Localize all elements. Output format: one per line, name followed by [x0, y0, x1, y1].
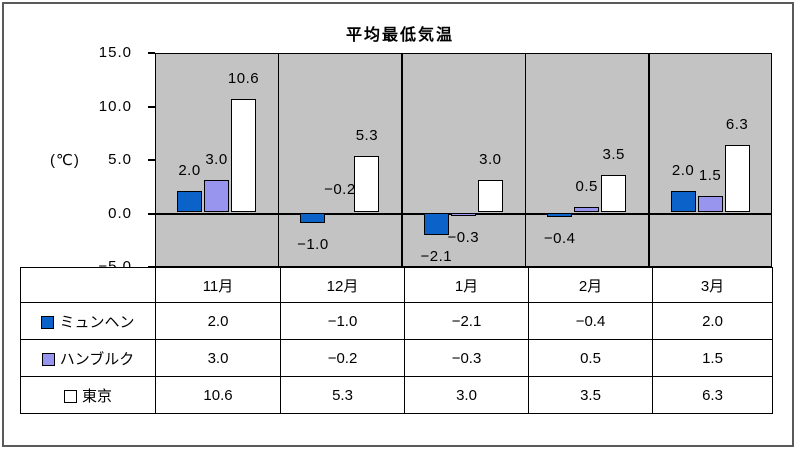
bar-value-label: 3.0	[479, 151, 502, 169]
value-cell-munich-3月: 2.0	[652, 302, 773, 340]
bar-munich-11月	[177, 191, 202, 213]
y-axis-tick-mark	[148, 265, 155, 268]
value-cell-munich-11月: 2.0	[155, 302, 281, 340]
value-cell-munich-1月: −2.1	[404, 302, 529, 340]
panel-separator	[524, 54, 527, 266]
month-header-cell: 1月	[404, 267, 529, 303]
y-axis-tick-mark	[148, 52, 155, 55]
y-axis-tick-mark	[148, 212, 155, 215]
bar-munich-12月	[300, 212, 326, 224]
value-cell-hamburg-11月: 3.0	[155, 339, 281, 377]
legend-cell-tokyo: 東京	[20, 376, 156, 414]
table-corner-blank	[20, 267, 156, 303]
bar-hamburg-3月	[697, 196, 723, 213]
panel-separator	[648, 54, 650, 266]
bar-value-label: 0.5	[575, 178, 598, 196]
legend-cell-hamburg: ハンブルク	[20, 339, 156, 377]
bar-value-label: −0.4	[543, 229, 576, 247]
bar-value-label: 3.5	[602, 146, 625, 164]
bar-hamburg-11月	[204, 180, 229, 213]
value-cell-tokyo-12月: 5.3	[280, 376, 405, 414]
legend-key-hamburg	[41, 352, 55, 366]
bar-tokyo-1月	[477, 180, 503, 213]
bar-hamburg-1月	[450, 212, 476, 216]
legend-key-tokyo	[63, 389, 77, 403]
month-header-cell: 2月	[528, 267, 653, 303]
bar-value-label: −2.1	[420, 247, 453, 265]
value-cell-tokyo-2月: 3.5	[528, 376, 653, 414]
bar-value-label: 10.6	[227, 70, 260, 88]
bar-value-label: −0.3	[447, 228, 480, 246]
bar-tokyo-11月	[231, 99, 256, 213]
legend-label-hamburg: ハンブルク	[59, 350, 135, 368]
chart-title: 平均最低気温	[345, 27, 454, 44]
plot-area: 2.0 −1.0 −2.1 −0.4 2.0 3.0 −0.2 −0.3 0.5 1.5 10.6 5…	[148, 52, 772, 268]
bar-value-label: 1.5	[698, 167, 722, 185]
data-table: 11月 12月 1月 2月 3月 ミュンヘン 2.0 −1.0 −2.1 −0.4 2.0 ハンブルク…	[20, 267, 773, 414]
bar-munich-3月	[670, 191, 696, 213]
y-axis-tick-mark	[148, 159, 155, 162]
value-cell-hamburg-2月: 0.5	[528, 339, 653, 377]
value-cell-tokyo-1月: 3.0	[404, 376, 529, 414]
bar-tokyo-2月	[601, 175, 627, 213]
y-axis-tick-label: 5.0	[108, 151, 132, 169]
bar-value-label: 2.0	[671, 162, 695, 180]
bar-value-label: 3.0	[205, 151, 228, 169]
month-header-cell: 12月	[280, 267, 405, 303]
y-axis-tick-mark	[148, 105, 155, 108]
bar-value-label: −1.0	[297, 236, 329, 254]
table-row-munich: ミュンヘン 2.0 −1.0 −2.1 −0.4 2.0	[20, 302, 773, 340]
y-axis-unit-label: (℃)	[50, 152, 80, 169]
legend-label-tokyo: 東京	[81, 387, 112, 405]
y-axis-tick-label: 0.0	[108, 204, 132, 222]
bar-tokyo-12月	[354, 155, 380, 213]
value-cell-hamburg-1月: −0.3	[404, 339, 529, 377]
bar-hamburg-12月	[327, 212, 353, 215]
value-cell-hamburg-12月: −0.2	[280, 339, 405, 377]
panel-separator	[401, 54, 403, 266]
value-cell-munich-12月: −1.0	[280, 302, 405, 340]
y-axis-tick-label: 15.0	[98, 44, 132, 62]
month-header-row: 11月 12月 1月 2月 3月	[20, 267, 773, 303]
value-cell-munich-2月: −0.4	[528, 302, 653, 340]
bar-value-label: 5.3	[355, 126, 379, 144]
bar-tokyo-3月	[724, 145, 750, 213]
legend-label-munich: ミュンヘン	[59, 313, 135, 331]
value-cell-tokyo-3月: 6.3	[652, 376, 773, 414]
table-row-hamburg: ハンブルク 3.0 −0.2 −0.3 0.5 1.5	[20, 339, 773, 377]
bar-munich-2月	[547, 212, 573, 217]
bar-hamburg-2月	[574, 207, 600, 213]
month-header-cell: 11月	[155, 267, 281, 303]
legend-key-munich	[41, 315, 55, 329]
value-cell-tokyo-11月: 10.6	[155, 376, 281, 414]
value-cell-hamburg-3月: 1.5	[652, 339, 773, 377]
legend-cell-munich: ミュンヘン	[20, 302, 156, 340]
bar-value-label: 6.3	[725, 116, 749, 134]
panel-separator	[277, 54, 280, 266]
y-axis-tick-label: 10.0	[98, 97, 132, 115]
bar-value-label: 2.0	[178, 162, 201, 180]
data-table-holder: 11月 12月 1月 2月 3月 ミュンヘン 2.0 −1.0 −2.1 −0.4 2.0 ハンブルク…	[20, 267, 773, 414]
bar-munich-1月	[423, 212, 449, 235]
bar-value-label: −0.2	[324, 180, 356, 198]
table-row-tokyo: 東京 10.6 5.3 3.0 3.5 6.3	[20, 376, 773, 414]
month-header-cell: 3月	[652, 267, 773, 303]
